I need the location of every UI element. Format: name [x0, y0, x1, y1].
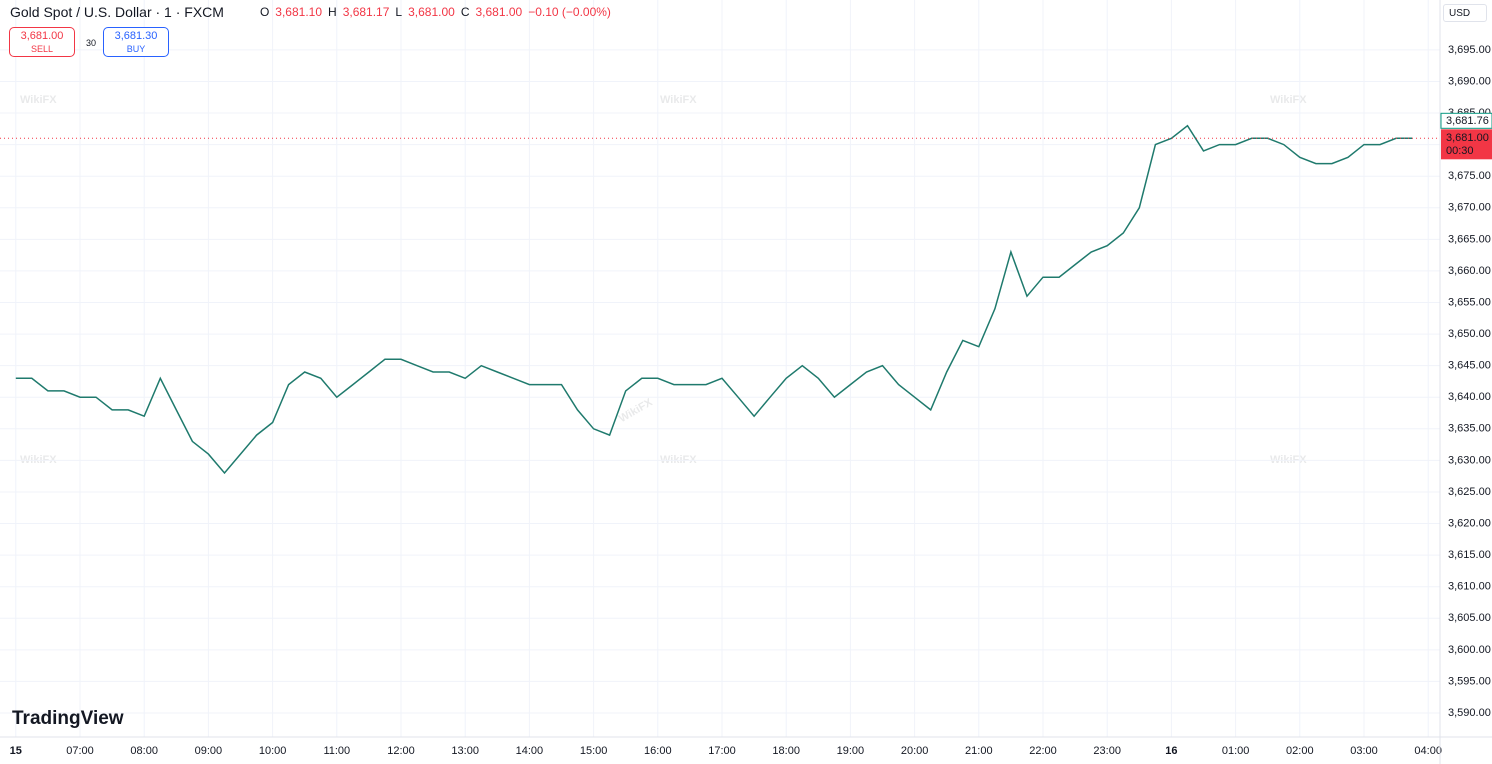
ohlc-label: O [259, 5, 270, 19]
ohlc-value: 3,681.10 [275, 5, 323, 19]
x-tick-label: 21:00 [965, 745, 993, 757]
y-tick-label: 3,590.00 [1448, 707, 1491, 719]
watermark: WikiFX [1270, 94, 1307, 106]
buy-price: 3,681.30 [114, 30, 158, 42]
x-tick-label: 19:00 [837, 745, 865, 757]
symbol-title[interactable]: Gold Spot / U.S. Dollar · 1 · FXCM [10, 4, 224, 20]
ohlc-value: 3,681.17 [342, 5, 390, 19]
y-tick-label: 3,670.00 [1448, 202, 1491, 214]
y-tick-label: 3,675.00 [1448, 170, 1491, 182]
y-tick-label: 3,635.00 [1448, 423, 1491, 435]
y-tick-label: 3,615.00 [1448, 549, 1491, 561]
buy-button[interactable]: 3,681.30 BUY [103, 27, 169, 57]
price-line [15, 124, 1413, 475]
buy-label: BUY [126, 44, 146, 54]
live-price: 3,681.76 [1446, 115, 1489, 127]
live-price-box [1440, 112, 1492, 129]
x-tick-label: 04:00 [1414, 745, 1442, 757]
y-tick-label: 3,645.00 [1448, 360, 1491, 372]
ohlc-value: 3,681.00 [475, 5, 523, 19]
y-tick-label: 3,640.00 [1448, 391, 1491, 403]
x-tick-label: 01:00 [1222, 745, 1250, 757]
x-tick-label: 12:00 [387, 745, 415, 757]
x-tick-label: 08:00 [130, 745, 158, 757]
y-tick-label: 3,625.00 [1448, 486, 1491, 498]
x-tick-label: 02:00 [1286, 745, 1314, 757]
currency[interactable]: USD [1443, 4, 1487, 22]
header: Gold Spot / U.S. Dollar · 1 · FXCM O 3,68… [10, 4, 611, 20]
watermark: WikiFX [660, 94, 697, 106]
sell-price: 3,681.00 [20, 30, 64, 42]
y-tick-label: 3,630.00 [1448, 454, 1491, 466]
sell-button[interactable]: 3,681.00 SELL [9, 27, 75, 57]
last-price-box [1441, 129, 1492, 160]
ohlc: O 3,681.10 H 3,681.17 L 3,681.00 C 3,681.00 … [260, 5, 611, 19]
x-tick-label: 18:00 [772, 745, 800, 757]
x-tick-label: 16:00 [644, 745, 672, 757]
y-tick-label: 3,690.00 [1448, 75, 1491, 87]
spread: 30 [86, 38, 97, 48]
y-tick-label: 3,650.00 [1448, 328, 1491, 340]
y-tick-label: 3,610.00 [1448, 581, 1491, 593]
x-tick-label: 14:00 [516, 745, 544, 757]
y-tick-label: 3,595.00 [1448, 675, 1491, 687]
x-tick-label: 11:00 [323, 745, 350, 757]
y-tick-label: 3,605.00 [1448, 612, 1491, 624]
x-tick-label: 15 [10, 745, 22, 757]
x-tick-label: 20:00 [901, 745, 929, 757]
x-tick-label: 07:00 [66, 745, 94, 757]
countdown: 00:30 [1446, 145, 1474, 157]
x-tick-label: 23:00 [1093, 745, 1121, 757]
x-tick-label: 03:00 [1350, 745, 1378, 757]
ohlc-label: L [395, 5, 403, 19]
y-tick-label: 3,620.00 [1448, 517, 1491, 529]
x-tick-label: 22:00 [1029, 745, 1057, 757]
x-tick-label: 17:00 [708, 745, 736, 757]
ohlc-value: 3,681.00 [408, 5, 455, 19]
x-tick-label: 15:00 [580, 745, 608, 757]
ohlc-label: H [328, 5, 337, 19]
brand: TradingView [12, 708, 124, 729]
x-tick-label: 13:00 [451, 745, 479, 757]
y-tick-label: 3,695.00 [1448, 44, 1491, 56]
x-tick-label: 09:00 [195, 745, 223, 757]
x-tick-label: 16 [1165, 745, 1177, 757]
y-tick-label: 3,655.00 [1448, 296, 1491, 308]
last-price-label: 3,681.00 [1446, 132, 1489, 144]
ohlc-label: C [460, 5, 470, 19]
watermark: WikiFX [20, 94, 57, 106]
y-tick-label: 3,665.00 [1448, 233, 1491, 245]
x-tick-label: 10:00 [259, 745, 287, 757]
y-tick-label: 3,600.00 [1448, 644, 1491, 656]
sell-label: SELL [30, 44, 54, 54]
y-tick-label: 3,660.00 [1448, 265, 1491, 277]
change: −0.10 (−0.00%) [528, 5, 611, 19]
